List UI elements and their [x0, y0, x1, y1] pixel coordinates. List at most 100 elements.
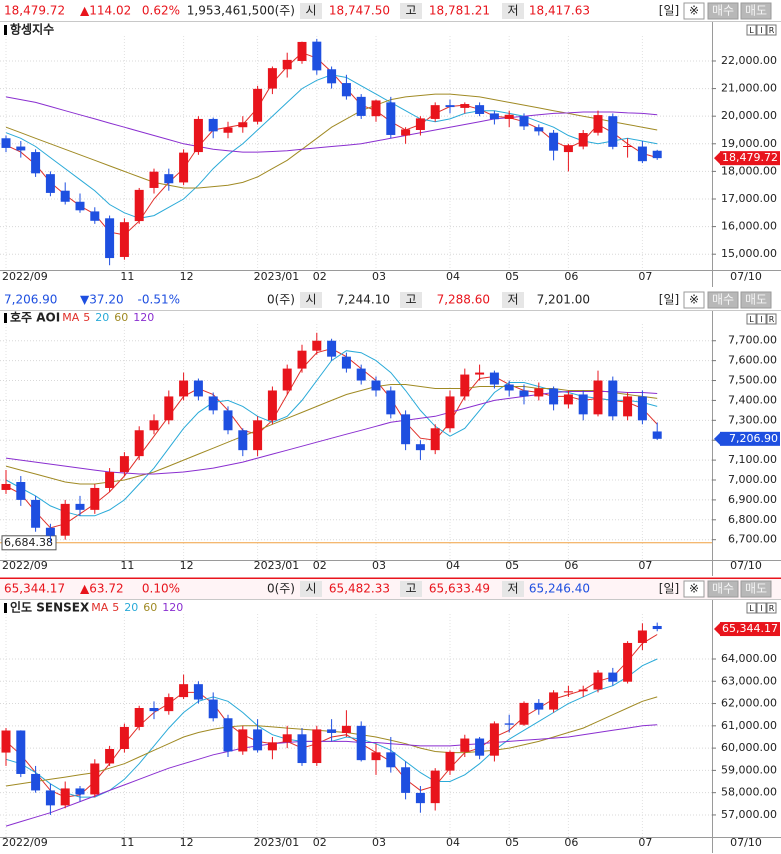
scale-button-label[interactable]: I	[760, 604, 762, 613]
header-button-label[interactable]: 매도	[745, 582, 767, 596]
header-button[interactable]	[707, 291, 739, 309]
candle-body	[386, 752, 396, 768]
candle-body	[297, 350, 307, 369]
candle-body	[430, 105, 440, 119]
candle-body	[45, 527, 55, 536]
last-price-box	[720, 431, 780, 446]
scale-button-label[interactable]: I	[760, 315, 762, 324]
y-tick-label: 7,500.00	[728, 374, 777, 387]
x-tick-label: 06	[564, 270, 578, 283]
header-button-label[interactable]: 매도	[745, 293, 767, 307]
header-label-box	[400, 581, 422, 597]
scale-button-label[interactable]: R	[769, 26, 775, 35]
header-button[interactable]	[707, 580, 739, 598]
candle-body	[623, 642, 633, 682]
candle-body	[105, 472, 115, 488]
legend-entry: 60	[114, 311, 128, 324]
header-button-label[interactable]: ※	[689, 293, 699, 307]
candle-body	[1, 138, 11, 148]
header-bar	[0, 579, 781, 599]
candle-body	[45, 790, 55, 806]
candle-body	[371, 752, 381, 761]
candle-body	[460, 738, 470, 752]
candle-body	[179, 380, 189, 397]
header-button-label[interactable]: 매수	[712, 293, 734, 307]
x-tick-label: 04	[446, 270, 460, 283]
scale-button[interactable]	[766, 24, 777, 36]
scale-button-label[interactable]: L	[749, 26, 754, 35]
candle-body	[401, 129, 411, 136]
scale-button-label[interactable]: R	[769, 315, 775, 324]
header-button-label[interactable]: 매수	[712, 4, 734, 18]
candle-body	[193, 684, 203, 700]
header-label-box	[300, 581, 322, 597]
candle-body	[445, 105, 455, 108]
header-button-label[interactable]: 매도	[745, 4, 767, 18]
legend-entry: 60	[143, 601, 157, 614]
scale-button[interactable]	[766, 313, 777, 325]
legend-prefix: MA	[62, 311, 79, 324]
header-price: 65,344.17	[4, 582, 65, 596]
candle-body	[504, 114, 514, 119]
candle-body	[563, 145, 573, 153]
y-tick-label: 7,400.00	[728, 393, 777, 406]
scale-button[interactable]	[746, 24, 757, 36]
y-tick-label: 21,000.00	[721, 82, 777, 95]
scale-button[interactable]	[756, 602, 767, 614]
last-price-arrow	[714, 152, 720, 165]
scale-button[interactable]	[746, 313, 757, 325]
candle-body	[164, 697, 174, 712]
scale-button[interactable]	[746, 602, 757, 614]
period-selector[interactable]: [일]	[659, 293, 679, 307]
header-button[interactable]	[683, 2, 705, 20]
scale-button[interactable]	[756, 313, 767, 325]
ma-line	[5, 391, 658, 475]
header-button[interactable]	[683, 580, 705, 598]
header-button-label[interactable]: 매수	[712, 582, 734, 596]
candle-body	[193, 118, 203, 153]
period-selector[interactable]: [일]	[659, 4, 679, 18]
scale-button-label[interactable]: L	[749, 604, 754, 613]
y-tick-label: 17,000.00	[721, 192, 777, 205]
header-button[interactable]	[683, 291, 705, 309]
header-button-label[interactable]: ※	[689, 582, 699, 596]
scale-button-label[interactable]: R	[769, 604, 775, 613]
candle-body	[534, 127, 544, 132]
candle-body	[297, 734, 307, 764]
candle-body	[341, 725, 351, 733]
ma-line	[5, 96, 658, 153]
scale-button-label[interactable]: L	[749, 315, 754, 324]
candle-body	[578, 394, 588, 415]
title-marker	[4, 603, 7, 613]
x-tick-label: 03	[372, 559, 386, 572]
x-tick-label: 11	[120, 836, 134, 849]
header-label-box	[300, 292, 322, 308]
last-price-arrow	[714, 432, 720, 445]
header-button-label[interactable]: ※	[689, 4, 699, 18]
legend-entry: 120	[133, 311, 154, 324]
period-selector[interactable]: [일]	[659, 582, 679, 596]
header-button[interactable]	[740, 291, 772, 309]
candle-body	[267, 742, 277, 751]
candle-body	[549, 388, 559, 405]
scale-button-label[interactable]: I	[760, 26, 762, 35]
x-tick-label: 2022/09	[2, 559, 48, 572]
y-tick-label: 15,000.00	[721, 247, 777, 260]
scale-button[interactable]	[756, 24, 767, 36]
candle-body	[327, 69, 337, 84]
candle-body	[208, 699, 218, 719]
scale-button[interactable]	[766, 602, 777, 614]
header-button[interactable]	[740, 580, 772, 598]
header-button[interactable]	[740, 2, 772, 20]
y-tick-label: 7,700.00	[728, 334, 777, 347]
x-tick-label: 12	[180, 836, 194, 849]
candle-body	[356, 96, 366, 116]
header-bar	[0, 1, 781, 21]
x-tick-label: 02	[313, 559, 327, 572]
title-marker	[4, 313, 7, 323]
candle-body	[16, 146, 26, 151]
header-button[interactable]	[707, 2, 739, 20]
candle-body	[90, 487, 100, 510]
y-tick-label: 6,700.00	[728, 533, 777, 546]
x-tick-label: 02	[313, 270, 327, 283]
